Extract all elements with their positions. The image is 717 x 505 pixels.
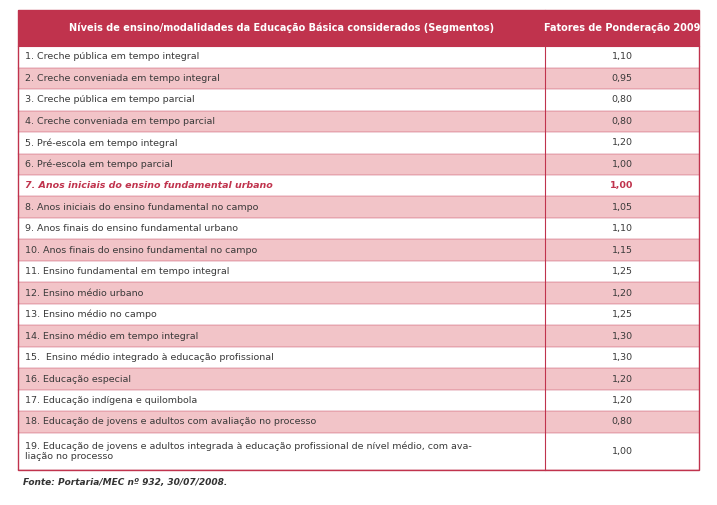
Bar (545, 68, 699, 89)
Bar (18, 325, 545, 347)
Text: 6. Pré-escola em tempo parcial: 6. Pré-escola em tempo parcial (25, 160, 173, 169)
Bar (545, 261, 699, 282)
Bar (18, 111, 545, 132)
Text: 14. Ensino médio em tempo integral: 14. Ensino médio em tempo integral (25, 331, 198, 341)
Text: Níveis de ensino/modalidades da Educação Básica considerados (Segmentos): Níveis de ensino/modalidades da Educação… (69, 23, 494, 33)
Text: Fonte: Portaria/MEC nº 932, 30/07/2008.: Fonte: Portaria/MEC nº 932, 30/07/2008. (23, 478, 227, 487)
Bar (545, 89, 699, 111)
Text: 1,10: 1,10 (612, 53, 632, 62)
Bar (18, 175, 545, 196)
Bar (18, 196, 545, 218)
Bar (18, 239, 545, 261)
Text: 2. Creche conveniada em tempo integral: 2. Creche conveniada em tempo integral (25, 74, 219, 83)
Text: 0,95: 0,95 (612, 74, 632, 83)
Bar (18, 218, 545, 239)
Text: 12. Ensino médio urbano: 12. Ensino médio urbano (25, 289, 143, 297)
Bar (545, 154, 699, 175)
Text: 19. Educação de jovens e adultos integrada à educação profissional de nível médi: 19. Educação de jovens e adultos integra… (25, 441, 472, 461)
Bar (18, 68, 545, 89)
Text: 1,00: 1,00 (612, 160, 632, 169)
Text: 10. Anos finais do ensino fundamental no campo: 10. Anos finais do ensino fundamental no… (25, 245, 257, 255)
Text: 9. Anos finais do ensino fundamental urbano: 9. Anos finais do ensino fundamental urb… (25, 224, 238, 233)
Bar (18, 390, 545, 411)
Text: 1,15: 1,15 (612, 245, 632, 255)
Text: 16. Educação especial: 16. Educação especial (25, 375, 131, 383)
Bar (18, 282, 545, 304)
Bar (545, 433, 699, 470)
Text: 1,30: 1,30 (612, 332, 632, 340)
Text: 11. Ensino fundamental em tempo integral: 11. Ensino fundamental em tempo integral (25, 267, 229, 276)
Text: 1,20: 1,20 (612, 138, 632, 147)
Bar (18, 154, 545, 175)
Bar (18, 261, 545, 282)
Text: 7. Anos iniciais do ensino fundamental urbano: 7. Anos iniciais do ensino fundamental u… (25, 181, 272, 190)
Bar (545, 196, 699, 218)
Bar (545, 218, 699, 239)
Bar (545, 347, 699, 368)
Text: 4. Creche conveniada em tempo parcial: 4. Creche conveniada em tempo parcial (25, 117, 215, 126)
Bar (545, 10, 699, 46)
Bar (545, 175, 699, 196)
Bar (545, 132, 699, 154)
Text: 0,80: 0,80 (612, 95, 632, 105)
Bar (545, 411, 699, 433)
Text: 1. Creche pública em tempo integral: 1. Creche pública em tempo integral (25, 53, 199, 62)
Bar (545, 282, 699, 304)
Bar (545, 46, 699, 68)
Bar (18, 433, 545, 470)
Text: 17. Educação indígena e quilombola: 17. Educação indígena e quilombola (25, 396, 197, 405)
Bar (18, 368, 545, 390)
Text: 0,80: 0,80 (612, 117, 632, 126)
Text: Fatores de Ponderação 2009: Fatores de Ponderação 2009 (544, 23, 701, 33)
Bar (18, 347, 545, 368)
Bar (545, 111, 699, 132)
Text: 1,20: 1,20 (612, 375, 632, 383)
Text: 1,10: 1,10 (612, 224, 632, 233)
Bar (18, 89, 545, 111)
Bar (18, 46, 545, 68)
Text: 1,20: 1,20 (612, 396, 632, 405)
Text: 1,30: 1,30 (612, 353, 632, 362)
Bar (545, 325, 699, 347)
Bar (18, 10, 545, 46)
Text: 1,00: 1,00 (612, 447, 632, 456)
Text: 1,25: 1,25 (612, 310, 632, 319)
Bar (18, 304, 545, 325)
Bar (545, 239, 699, 261)
Bar (18, 132, 545, 154)
Text: 15.  Ensino médio integrado à educação profissional: 15. Ensino médio integrado à educação pr… (25, 353, 274, 362)
Text: 1,20: 1,20 (612, 289, 632, 297)
Text: 18. Educação de jovens e adultos com avaliação no processo: 18. Educação de jovens e adultos com ava… (25, 418, 316, 426)
Text: 8. Anos iniciais do ensino fundamental no campo: 8. Anos iniciais do ensino fundamental n… (25, 203, 258, 212)
Bar (545, 304, 699, 325)
Bar (545, 390, 699, 411)
Bar (18, 411, 545, 433)
Text: 1,00: 1,00 (610, 181, 634, 190)
Text: 0,80: 0,80 (612, 418, 632, 426)
Text: 3. Creche pública em tempo parcial: 3. Creche pública em tempo parcial (25, 95, 194, 105)
Text: 1,25: 1,25 (612, 267, 632, 276)
Text: 5. Pré-escola em tempo integral: 5. Pré-escola em tempo integral (25, 138, 178, 147)
Bar (545, 368, 699, 390)
Text: 13. Ensino médio no campo: 13. Ensino médio no campo (25, 310, 157, 319)
Text: 1,05: 1,05 (612, 203, 632, 212)
